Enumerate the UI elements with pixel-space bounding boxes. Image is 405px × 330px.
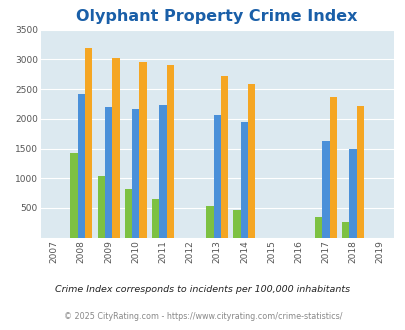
Bar bbox=[206, 206, 213, 238]
Bar bbox=[356, 106, 363, 238]
Bar bbox=[329, 97, 336, 238]
Bar bbox=[159, 105, 166, 238]
Title: Olyphant Property Crime Index: Olyphant Property Crime Index bbox=[76, 9, 357, 24]
Bar bbox=[220, 76, 228, 238]
Bar bbox=[104, 107, 112, 238]
Bar bbox=[112, 58, 119, 238]
Bar bbox=[322, 141, 329, 238]
Bar bbox=[213, 115, 220, 238]
Bar bbox=[247, 84, 255, 238]
Bar bbox=[151, 199, 159, 238]
Bar bbox=[166, 65, 173, 238]
Bar bbox=[132, 109, 139, 238]
Bar bbox=[77, 94, 85, 238]
Bar bbox=[341, 221, 349, 238]
Bar bbox=[85, 48, 92, 238]
Text: Crime Index corresponds to incidents per 100,000 inhabitants: Crime Index corresponds to incidents per… bbox=[55, 285, 350, 294]
Bar bbox=[349, 149, 356, 238]
Bar bbox=[233, 210, 240, 238]
Bar bbox=[97, 176, 104, 238]
Bar bbox=[124, 189, 132, 238]
Bar bbox=[240, 122, 247, 238]
Bar bbox=[70, 153, 77, 238]
Text: © 2025 CityRating.com - https://www.cityrating.com/crime-statistics/: © 2025 CityRating.com - https://www.city… bbox=[64, 313, 341, 321]
Bar bbox=[139, 62, 146, 238]
Bar bbox=[314, 217, 322, 238]
